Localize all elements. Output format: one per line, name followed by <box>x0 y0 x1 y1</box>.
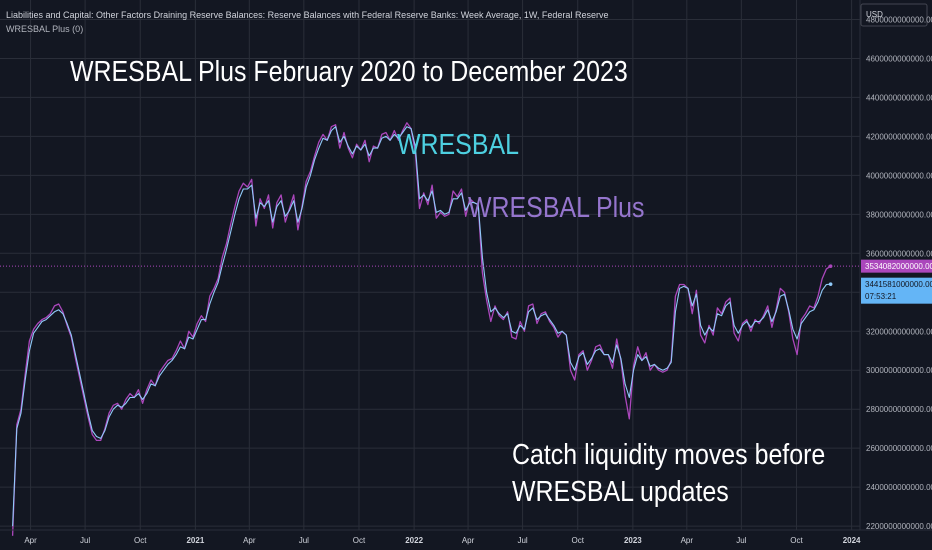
x-tick-label: Jul <box>80 536 90 545</box>
y-tick-label: 2400000000000.0000 <box>866 483 932 492</box>
currency-label[interactable]: USD <box>866 10 883 19</box>
x-tick-label: Apr <box>24 536 37 545</box>
x-tick-label: Oct <box>790 536 803 545</box>
y-tick-label: 3600000000000.0000 <box>866 249 932 258</box>
wresbal-plus-line[interactable] <box>11 122 831 536</box>
x-tick-label: Jul <box>736 536 746 545</box>
wresbal-price-tag: 3441581000000.0000 <box>865 280 932 289</box>
x-tick-label: 2022 <box>405 536 423 545</box>
y-tick-label: 3200000000000.0000 <box>866 327 932 336</box>
wresbal-line[interactable] <box>12 126 831 527</box>
y-tick-label: 2200000000000.0000 <box>866 522 932 531</box>
series-layer <box>11 122 833 536</box>
plus-price-tag: 3534082000000.0000 <box>865 262 932 271</box>
wresbal-price-tag-box <box>861 277 932 304</box>
wresbal-series-label: WRESBAL <box>397 129 519 161</box>
note-line-1: Catch liquidity moves before <box>512 439 826 471</box>
plus-price-tag-box <box>861 259 932 273</box>
x-tick-label: Apr <box>243 536 256 545</box>
y-tick-label: 4200000000000.0000 <box>866 132 932 141</box>
time-axis[interactable]: Apr Jul Oct 2021 Apr Jul Oct 2022 Apr Jul Oct 2023 A… <box>24 536 861 545</box>
x-tick-label: Oct <box>134 536 147 545</box>
x-tick-label: Apr <box>462 536 475 545</box>
x-tick-label: Oct <box>353 536 366 545</box>
note-line-2: WRESBAL updates <box>512 476 729 508</box>
x-tick-label: Apr <box>681 536 694 545</box>
wresbal-plus-series-label: WRESBAL Plus <box>468 192 645 224</box>
y-tick-label: 2600000000000.0000 <box>866 444 932 453</box>
series-end-marker <box>828 264 833 268</box>
x-tick-label: 2024 <box>843 536 861 545</box>
x-tick-label: Jul <box>517 536 527 545</box>
y-tick-label: 3800000000000.0000 <box>866 210 932 219</box>
y-tick-label: 3000000000000.0000 <box>866 366 932 375</box>
y-tick-label: 4000000000000.0000 <box>866 171 932 180</box>
series-end-marker <box>828 282 833 286</box>
currency-box[interactable] <box>860 3 928 27</box>
x-tick-label: Oct <box>572 536 585 545</box>
x-tick-label: Jul <box>299 536 309 545</box>
chart-title-annotation: WRESBAL Plus February 2020 to December 2… <box>70 56 628 88</box>
indicator-label[interactable]: WRESBAL Plus (0) <box>6 24 84 34</box>
price-tags: 3534082000000.0000 3441581000000.0000 07… <box>861 259 932 304</box>
x-tick-label: 2023 <box>624 536 642 545</box>
x-tick-label: 2021 <box>186 536 204 545</box>
y-tick-label: 4600000000000.0000 <box>866 54 932 63</box>
chart-header-title[interactable]: Liabilities and Capital: Other Factors D… <box>6 10 609 20</box>
y-tick-label: 4400000000000.0000 <box>866 93 932 102</box>
countdown-timer: 07:53:21 <box>865 292 897 301</box>
y-tick-label: 2800000000000.0000 <box>866 405 932 414</box>
grid-layer <box>0 0 860 530</box>
y-tick-label: 4800000000000.0000 <box>866 15 932 24</box>
